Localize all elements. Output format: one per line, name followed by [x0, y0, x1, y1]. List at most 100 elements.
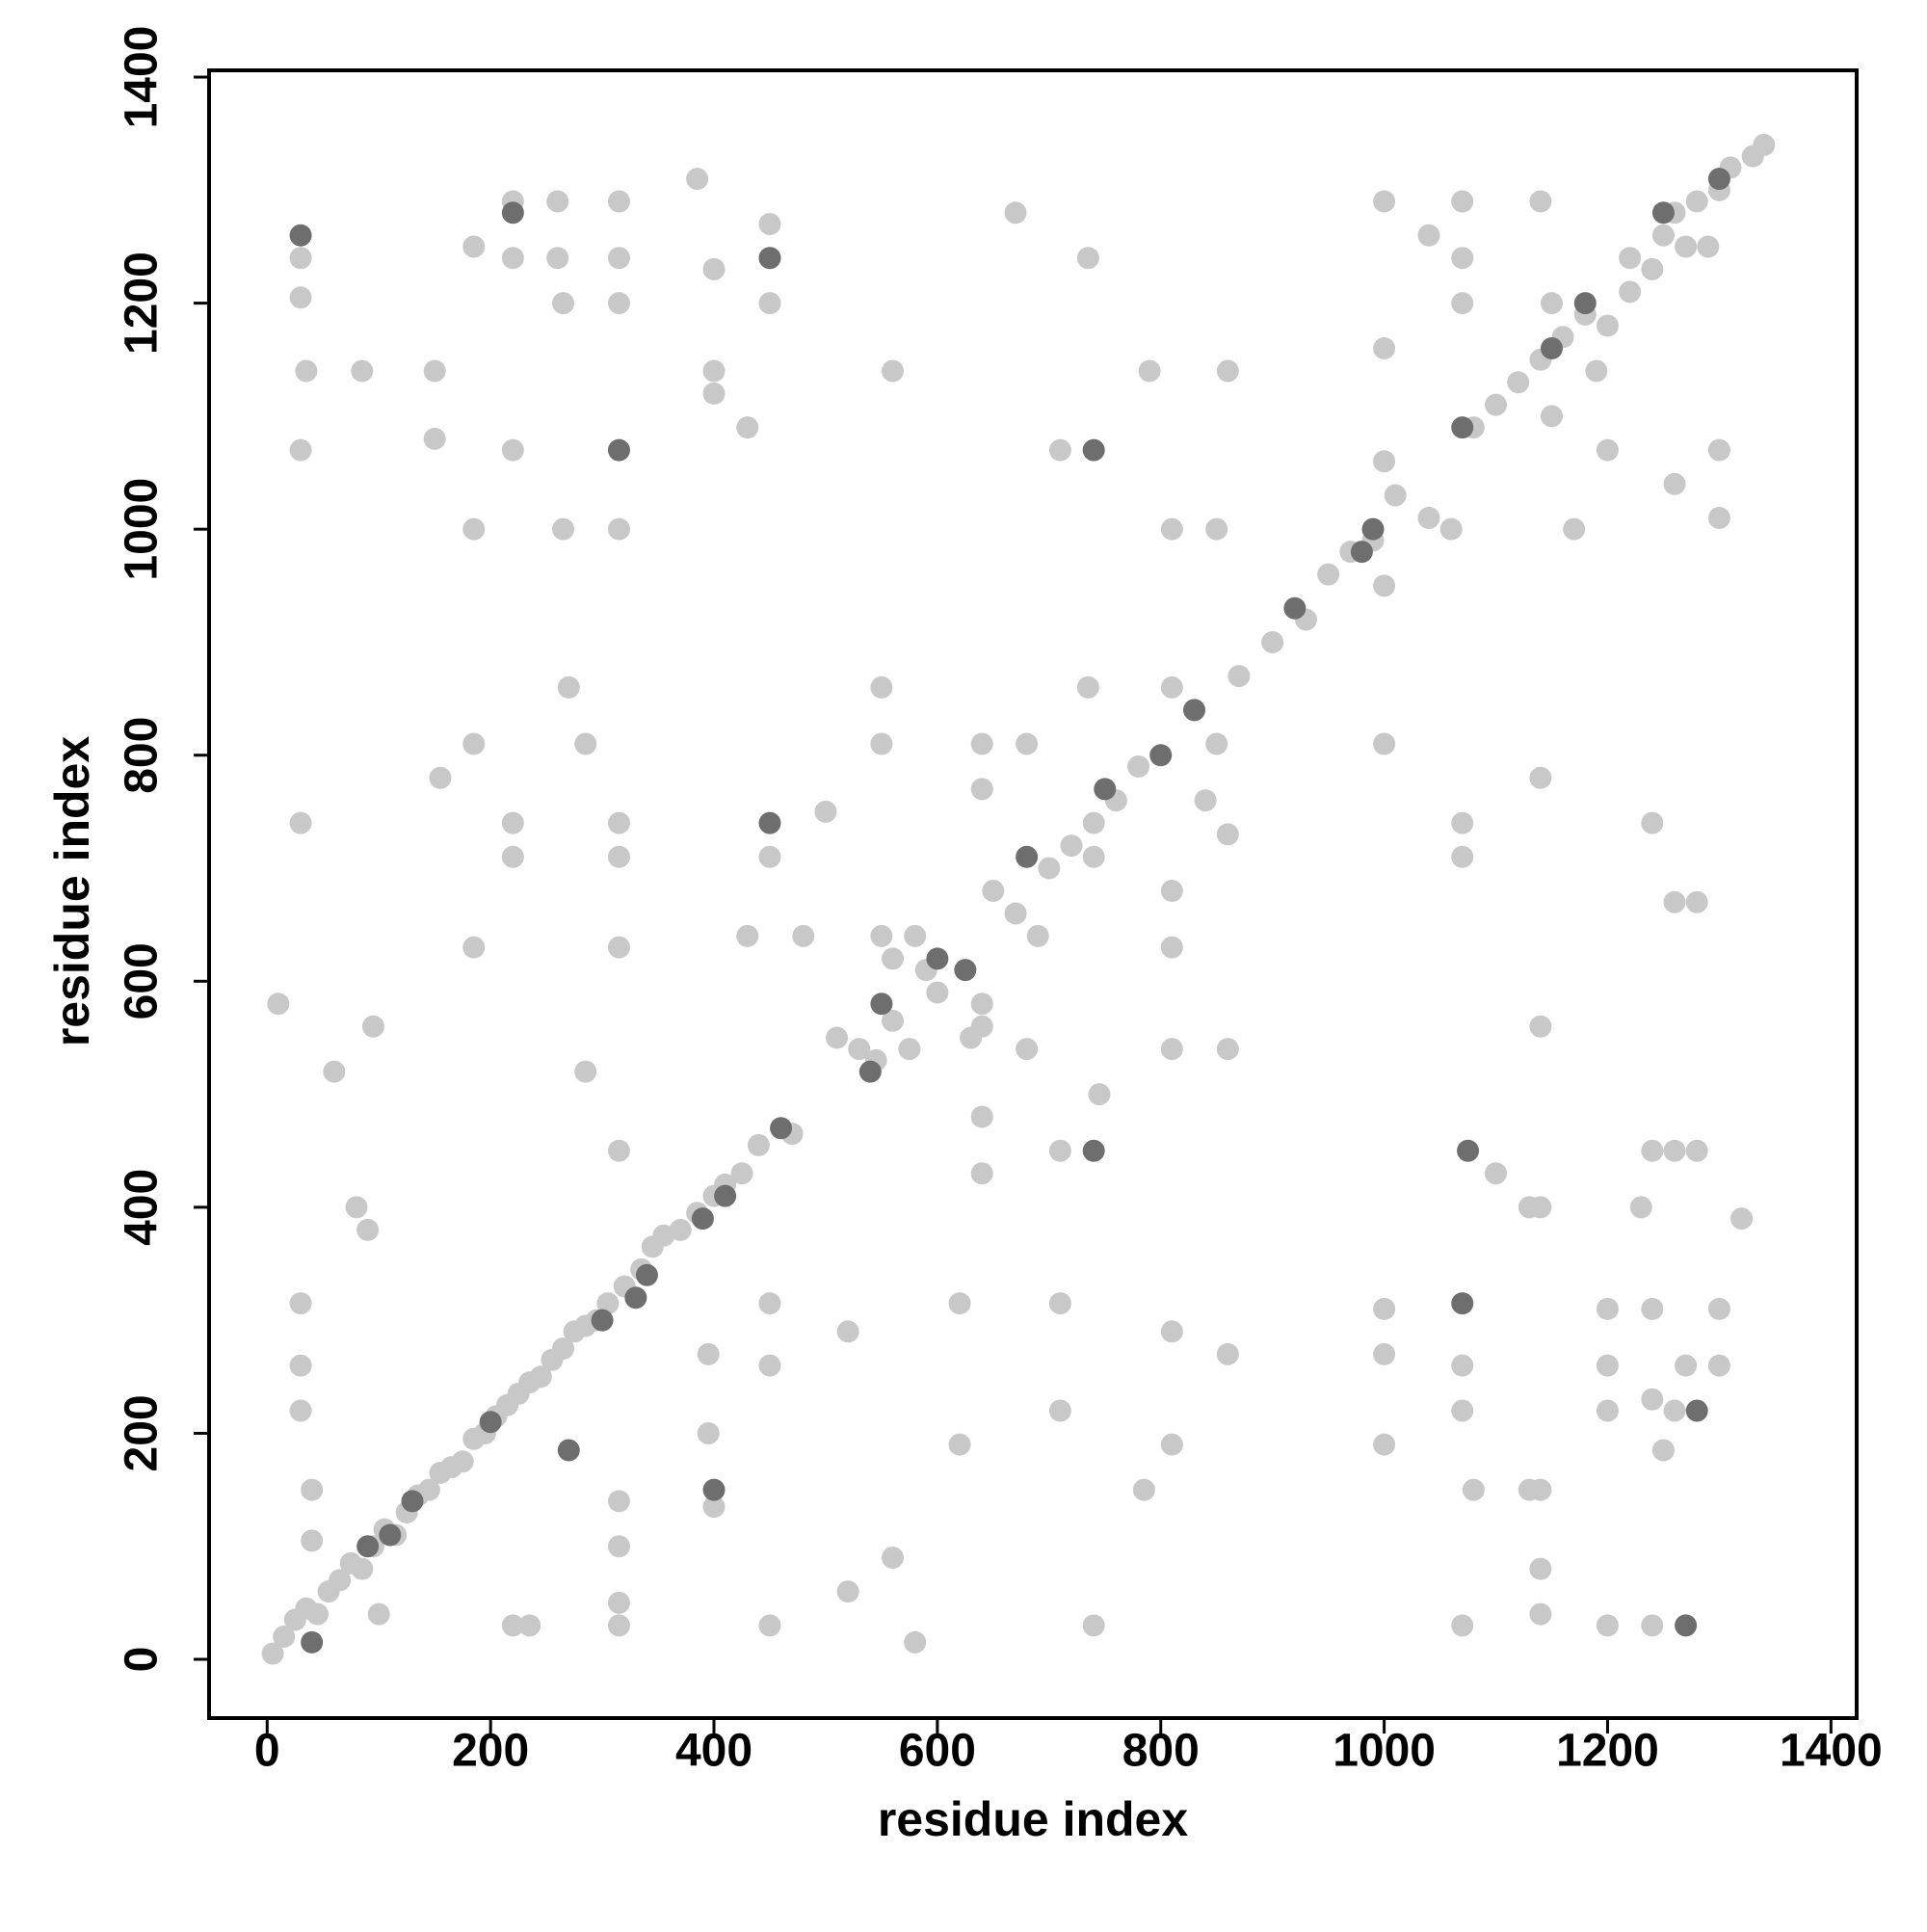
point: [273, 1626, 296, 1649]
point: [361, 1015, 384, 1038]
point: [1663, 890, 1686, 913]
point: [501, 438, 524, 462]
point: [882, 947, 905, 970]
point: [607, 1591, 630, 1614]
point: [1451, 247, 1474, 270]
point: [1361, 517, 1385, 541]
point: [1088, 1083, 1111, 1106]
point: [301, 1478, 324, 1501]
point: [1082, 438, 1105, 462]
point: [1529, 1015, 1552, 1038]
point: [1082, 1614, 1105, 1637]
point: [1216, 359, 1239, 383]
point: [814, 800, 837, 823]
point: [423, 359, 446, 383]
point: [462, 732, 486, 755]
point: [1194, 789, 1217, 812]
point: [379, 1523, 402, 1547]
point: [1753, 133, 1776, 156]
point: [1685, 890, 1708, 913]
point: [1038, 857, 1061, 880]
point: [792, 924, 815, 947]
point: [1585, 359, 1608, 383]
point: [1685, 1399, 1708, 1422]
point: [1529, 1557, 1552, 1580]
point: [1641, 811, 1664, 834]
point: [1573, 292, 1597, 315]
point: [1350, 541, 1373, 564]
point: [714, 1184, 737, 1207]
point: [1160, 936, 1183, 959]
point: [926, 981, 949, 1004]
point: [1651, 201, 1675, 225]
point: [1082, 1139, 1105, 1162]
point: [451, 1450, 474, 1473]
point: [1596, 1354, 1619, 1377]
point: [1541, 292, 1564, 315]
point: [501, 247, 524, 270]
point: [697, 1342, 720, 1365]
y-tick-label: 800: [117, 717, 168, 794]
point: [289, 286, 312, 309]
point: [758, 213, 781, 236]
point: [1160, 879, 1183, 902]
point: [301, 1630, 324, 1654]
point: [1529, 766, 1552, 789]
point: [289, 247, 312, 270]
point: [301, 1529, 324, 1552]
point: [289, 224, 312, 247]
point: [479, 1411, 502, 1434]
point: [1697, 235, 1720, 258]
point: [1529, 1478, 1552, 1501]
point: [1373, 337, 1396, 360]
point: [518, 1614, 541, 1637]
point: [356, 1535, 380, 1558]
point: [529, 1365, 552, 1389]
point: [758, 845, 781, 868]
point: [1629, 1196, 1652, 1219]
point: [870, 675, 893, 699]
point: [351, 359, 374, 383]
point: [882, 1546, 905, 1569]
point: [1507, 371, 1530, 394]
point: [1417, 506, 1440, 529]
point: [1529, 1196, 1552, 1219]
point: [730, 1162, 753, 1185]
point: [591, 1309, 614, 1332]
point: [546, 190, 569, 213]
point: [1596, 1297, 1619, 1320]
y-tick-label: 1400: [117, 26, 168, 129]
point: [1227, 665, 1251, 688]
point: [1373, 732, 1396, 755]
point: [462, 235, 486, 258]
point: [1451, 292, 1474, 315]
point: [1451, 1614, 1474, 1637]
point: [970, 1105, 993, 1128]
point: [607, 438, 630, 462]
x-tick-label: 1200: [1556, 1726, 1659, 1777]
point: [1373, 190, 1396, 213]
point: [635, 1263, 658, 1286]
point: [1663, 1139, 1686, 1162]
point: [546, 247, 569, 270]
point: [1048, 1399, 1071, 1422]
point: [429, 766, 452, 789]
point: [870, 732, 893, 755]
point: [1641, 1388, 1664, 1411]
point: [1641, 1614, 1664, 1637]
point: [1462, 1478, 1485, 1501]
point: [607, 1139, 630, 1162]
point: [1529, 190, 1552, 213]
points: [261, 133, 1776, 1665]
point: [367, 1602, 390, 1626]
point: [1457, 1139, 1480, 1162]
point: [1485, 1162, 1508, 1185]
point: [758, 1354, 781, 1377]
point: [1451, 190, 1474, 213]
y-tick-label: 1000: [117, 478, 168, 581]
point: [624, 1286, 647, 1310]
y-tick-label: 600: [117, 942, 168, 1019]
point: [1205, 732, 1228, 755]
point: [1132, 1478, 1155, 1501]
point: [289, 1354, 312, 1377]
